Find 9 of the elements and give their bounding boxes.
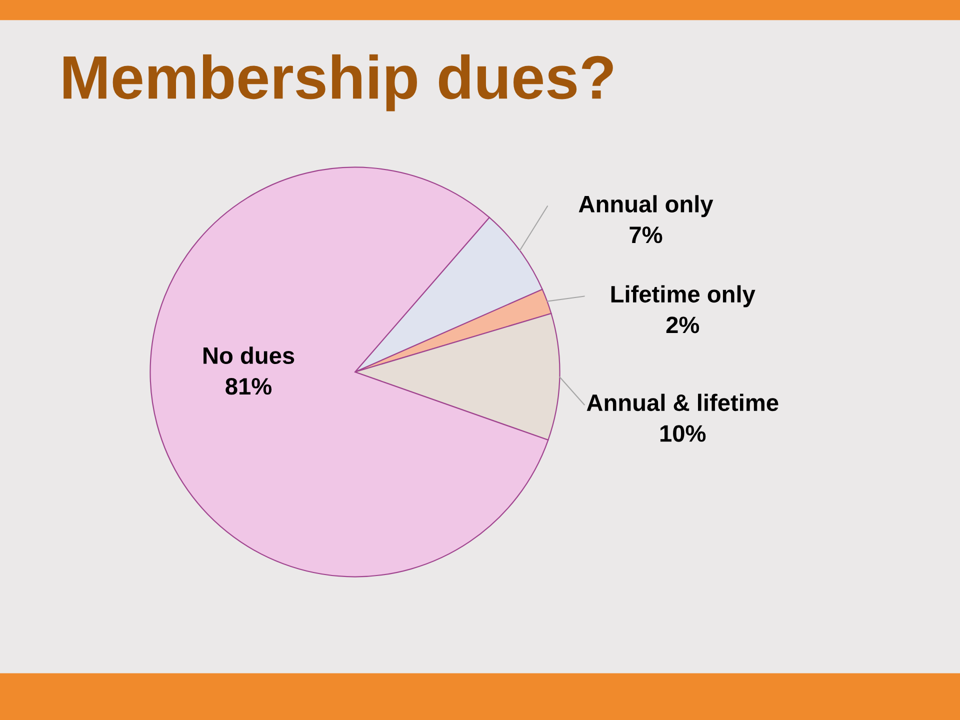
data-label: 2% (666, 316, 700, 334)
data-label: 81% (226, 378, 272, 395)
chart-title: Membership dues? (64, 54, 613, 112)
data-label: 7% (630, 226, 662, 244)
data-label: 10% (660, 425, 706, 442)
slice-label: Annual only (578, 195, 714, 218)
slice-label: Lifetime only (611, 285, 756, 308)
slice-label: Annual & lifetime (586, 394, 778, 412)
slice-label: No dues (204, 346, 294, 364)
